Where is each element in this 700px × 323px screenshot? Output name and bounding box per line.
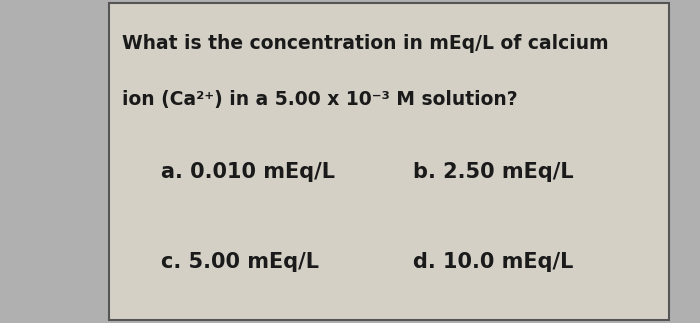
FancyBboxPatch shape [108,3,668,320]
Text: c. 5.00 mEq/L: c. 5.00 mEq/L [161,252,319,272]
Text: What is the concentration in mEq/L of calcium: What is the concentration in mEq/L of ca… [122,34,609,53]
Text: d. 10.0 mEq/L: d. 10.0 mEq/L [413,252,573,272]
Text: b. 2.50 mEq/L: b. 2.50 mEq/L [413,162,573,182]
Text: ion (Ca²⁺) in a 5.00 x 10⁻³ M solution?: ion (Ca²⁺) in a 5.00 x 10⁻³ M solution? [122,90,518,109]
Text: a. 0.010 mEq/L: a. 0.010 mEq/L [161,162,335,182]
